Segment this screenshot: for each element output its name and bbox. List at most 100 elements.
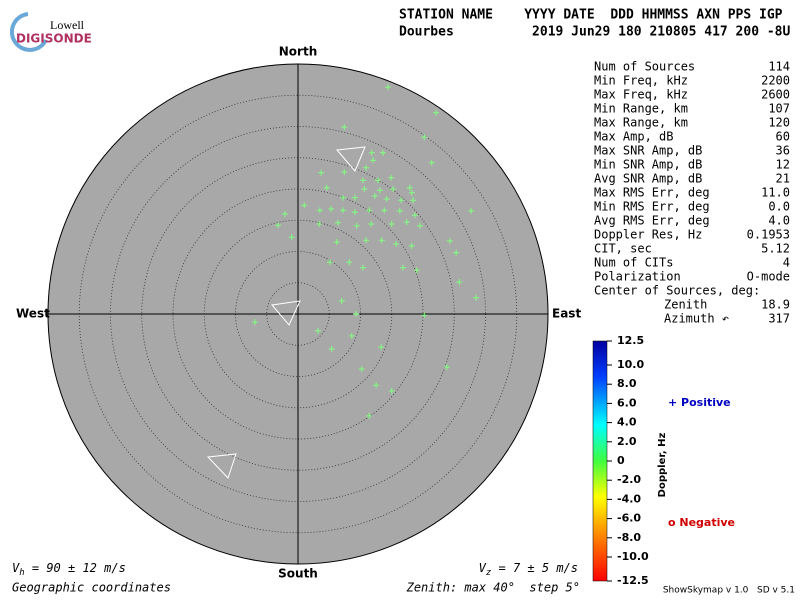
- stat-label: Avg RMS Err, deg: [594, 214, 710, 228]
- source-point: [413, 267, 420, 274]
- source-point: [351, 209, 358, 216]
- source-point: [353, 311, 360, 317]
- source-point: [375, 177, 381, 184]
- logo-arc: [9, 12, 48, 52]
- source-point: [421, 312, 428, 319]
- source-point: [333, 239, 340, 246]
- source-point: [421, 134, 428, 141]
- source-point: [385, 84, 391, 91]
- source-point: [338, 297, 345, 304]
- stat-value: 11.0: [761, 186, 790, 200]
- source-point: [376, 187, 383, 194]
- stat-value: 107: [768, 102, 790, 116]
- source-point: [388, 387, 395, 394]
- source-point: [473, 294, 480, 301]
- stat-label: Num of Sources: [594, 60, 695, 74]
- source-point: [366, 412, 373, 419]
- source-point: [316, 207, 323, 214]
- stat-value: 0.1953: [747, 228, 790, 242]
- stat-label: Min Range, km: [594, 102, 688, 116]
- colorbar-tick-label: -10.0: [617, 550, 649, 563]
- source-point: [383, 196, 390, 202]
- source-point: [251, 319, 258, 326]
- stat-value: 36: [776, 144, 790, 158]
- logo-top: Lowell: [50, 18, 85, 32]
- header-line: Dourbes 2019 Jun29 180 210805 417 200 -8…: [399, 25, 791, 40]
- legend-negative: o Negative: [668, 516, 735, 529]
- source-point: [363, 164, 370, 171]
- stat-value: 18.9: [761, 298, 790, 312]
- source-point: [398, 197, 405, 204]
- stat-label: Min SNR Amp, dB: [594, 158, 702, 172]
- source-point: [341, 124, 348, 131]
- source-point: [316, 221, 323, 227]
- colorbar-tick-label: -12.5: [617, 574, 649, 587]
- source-point: [468, 207, 475, 214]
- source-point: [326, 259, 333, 266]
- source-point: [380, 149, 386, 156]
- velocity-arrow: [271, 300, 301, 326]
- colorbar-tick-label: -2.0: [617, 473, 641, 486]
- source-point: [328, 206, 335, 212]
- stat-value: 2600: [761, 88, 790, 102]
- stat-value: 114: [768, 60, 790, 74]
- stat-label: Center of Sources, deg:: [594, 284, 760, 298]
- source-point: [340, 194, 346, 201]
- source-point: [406, 184, 413, 191]
- stat-value: 4: [783, 256, 790, 270]
- stat-value: 0.0: [768, 200, 790, 214]
- colorbar-tick-label: 12.5: [617, 334, 644, 347]
- velocity-arrow: [336, 146, 366, 172]
- east-label: East: [552, 307, 581, 321]
- stat-value: 120: [768, 116, 790, 130]
- source-point: [371, 192, 378, 199]
- source-point: [368, 221, 375, 227]
- source-point: [370, 157, 376, 164]
- stat-label: CIT, sec: [594, 242, 652, 256]
- source-point: [428, 159, 435, 166]
- logo: Lowell DIGISONDE: [9, 12, 92, 52]
- source-point: [315, 327, 321, 334]
- source-point: [301, 202, 308, 209]
- stat-label: Min Freq, kHz: [594, 74, 688, 88]
- source-point: [323, 184, 330, 191]
- source-point: [288, 234, 295, 241]
- west-label: West: [16, 307, 50, 321]
- source-point: [281, 211, 288, 217]
- stat-value: O-mode: [747, 270, 790, 284]
- colorbar-tick-label: -4.0: [617, 492, 641, 505]
- colorbar-tick-label: 4.0: [617, 416, 637, 429]
- source-point: [328, 346, 335, 352]
- colorbar-tick-label: 10.0: [617, 358, 644, 371]
- source-point: [378, 344, 385, 351]
- stat-label: Azimuth ↶: [664, 312, 729, 326]
- source-point: [363, 237, 370, 244]
- source-point: [433, 109, 440, 116]
- source-point: [348, 332, 355, 339]
- south-label: South: [278, 567, 318, 581]
- stat-label: Max SNR Amp, dB: [594, 144, 702, 158]
- source-point: [378, 237, 385, 244]
- source-point: [390, 186, 396, 192]
- source-point: [360, 177, 366, 184]
- colorbar-label: Doppler, Hz: [657, 433, 668, 498]
- source-point: [408, 242, 415, 249]
- source-point: [403, 219, 410, 226]
- colorbar-tick-label: -6.0: [617, 512, 641, 525]
- source-point: [411, 212, 418, 219]
- source-point: [393, 241, 400, 247]
- source-point: [360, 264, 366, 271]
- source-point: [340, 207, 346, 214]
- source-point: [453, 249, 460, 256]
- colorbar-tick-label: 2.0: [617, 435, 637, 448]
- stat-value: 4.0: [768, 214, 790, 228]
- source-point: [443, 364, 450, 371]
- source-point: [341, 169, 348, 176]
- stat-label: Max Range, km: [594, 116, 688, 130]
- stat-label: Zenith: [664, 298, 707, 312]
- stat-value: 5.12: [761, 242, 790, 256]
- source-point: [346, 259, 353, 266]
- stat-label: Max RMS Err, deg: [594, 186, 710, 200]
- legend-positive: + Positive: [668, 396, 731, 409]
